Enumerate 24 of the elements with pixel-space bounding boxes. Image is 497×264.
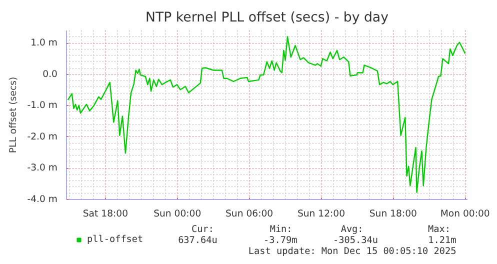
chart-title: NTP kernel PLL offset (secs) - by day (146, 10, 389, 26)
text: Last update: Mon Dec 15 00:05:10 2025 (248, 246, 456, 257)
text: Cur: (192, 224, 214, 235)
x-tick-label: Sun 00:00 (154, 208, 202, 220)
x-tick-label: Mon 00:00 (440, 208, 490, 220)
x-tick-label: Sat 18:00 (82, 208, 128, 220)
y-tick-label: 1.0 m (30, 38, 58, 49)
text: Max: (428, 224, 450, 235)
x-tick-label: Sun 06:00 (226, 208, 274, 220)
y-tick-label: 0.0 (42, 68, 58, 80)
text: Avg: (340, 224, 364, 235)
legend-label: pll-offset (87, 234, 144, 245)
x-tick-label: Sun 18:00 (369, 208, 418, 220)
y-tick-label: -2.0 m (27, 131, 58, 142)
text: -3.79m (264, 235, 298, 246)
text: 637.64u (178, 235, 218, 246)
x-tick-label: Sun 12:00 (297, 208, 346, 220)
text: -305.34u (333, 235, 378, 246)
y-tick-label: -4.0 m (27, 194, 58, 205)
text: Min: (270, 224, 292, 235)
text: 1.21m (428, 235, 457, 246)
y-axis-title: PLL offset (secs) (8, 76, 20, 154)
y-tick-label: -1.0 m (27, 100, 58, 112)
y-tick-label: -3.0 m (27, 162, 58, 174)
